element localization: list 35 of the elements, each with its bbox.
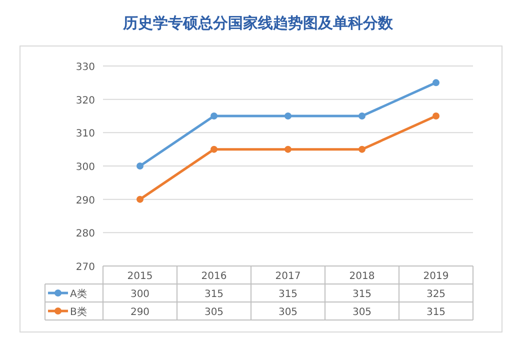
data-label: 290 (130, 307, 150, 318)
data-label: 305 (204, 307, 224, 318)
x-tick-label: 2016 (201, 271, 227, 282)
y-tick-label: 310 (76, 128, 95, 140)
point (210, 146, 218, 153)
data-label: 325 (426, 289, 446, 300)
x-tick-label: 2018 (349, 271, 375, 282)
data-label: 315 (204, 289, 224, 300)
data-label: 315 (352, 289, 372, 300)
y-tick-label: 290 (76, 195, 95, 206)
chart-title: 历史学专硕总分国家线趋势图及单科分数 (122, 14, 394, 32)
x-tick-label: 2019 (423, 271, 449, 282)
point (136, 162, 144, 170)
y-tick-label: 330 (76, 62, 95, 73)
point (210, 112, 218, 120)
x-tick-label: 2017 (275, 271, 301, 282)
point (432, 112, 440, 120)
legend-label: B类 (70, 306, 87, 318)
y-tick-label: 300 (76, 162, 95, 173)
data-label: 315 (426, 307, 446, 318)
y-tick-label: 270 (76, 262, 95, 273)
x-tick-label: 2015 (127, 271, 153, 282)
y-tick-label: 280 (76, 228, 95, 240)
point (284, 146, 292, 153)
point (358, 146, 366, 153)
data-label: 315 (278, 289, 298, 300)
point (358, 112, 366, 120)
data-label: 305 (278, 307, 298, 318)
data-label: 300 (130, 289, 150, 300)
point (432, 79, 440, 86)
point (284, 112, 292, 120)
legend-label: A类 (70, 288, 87, 300)
point (136, 196, 144, 203)
data-label: 305 (352, 307, 372, 318)
y-tick-label: 320 (76, 95, 95, 106)
